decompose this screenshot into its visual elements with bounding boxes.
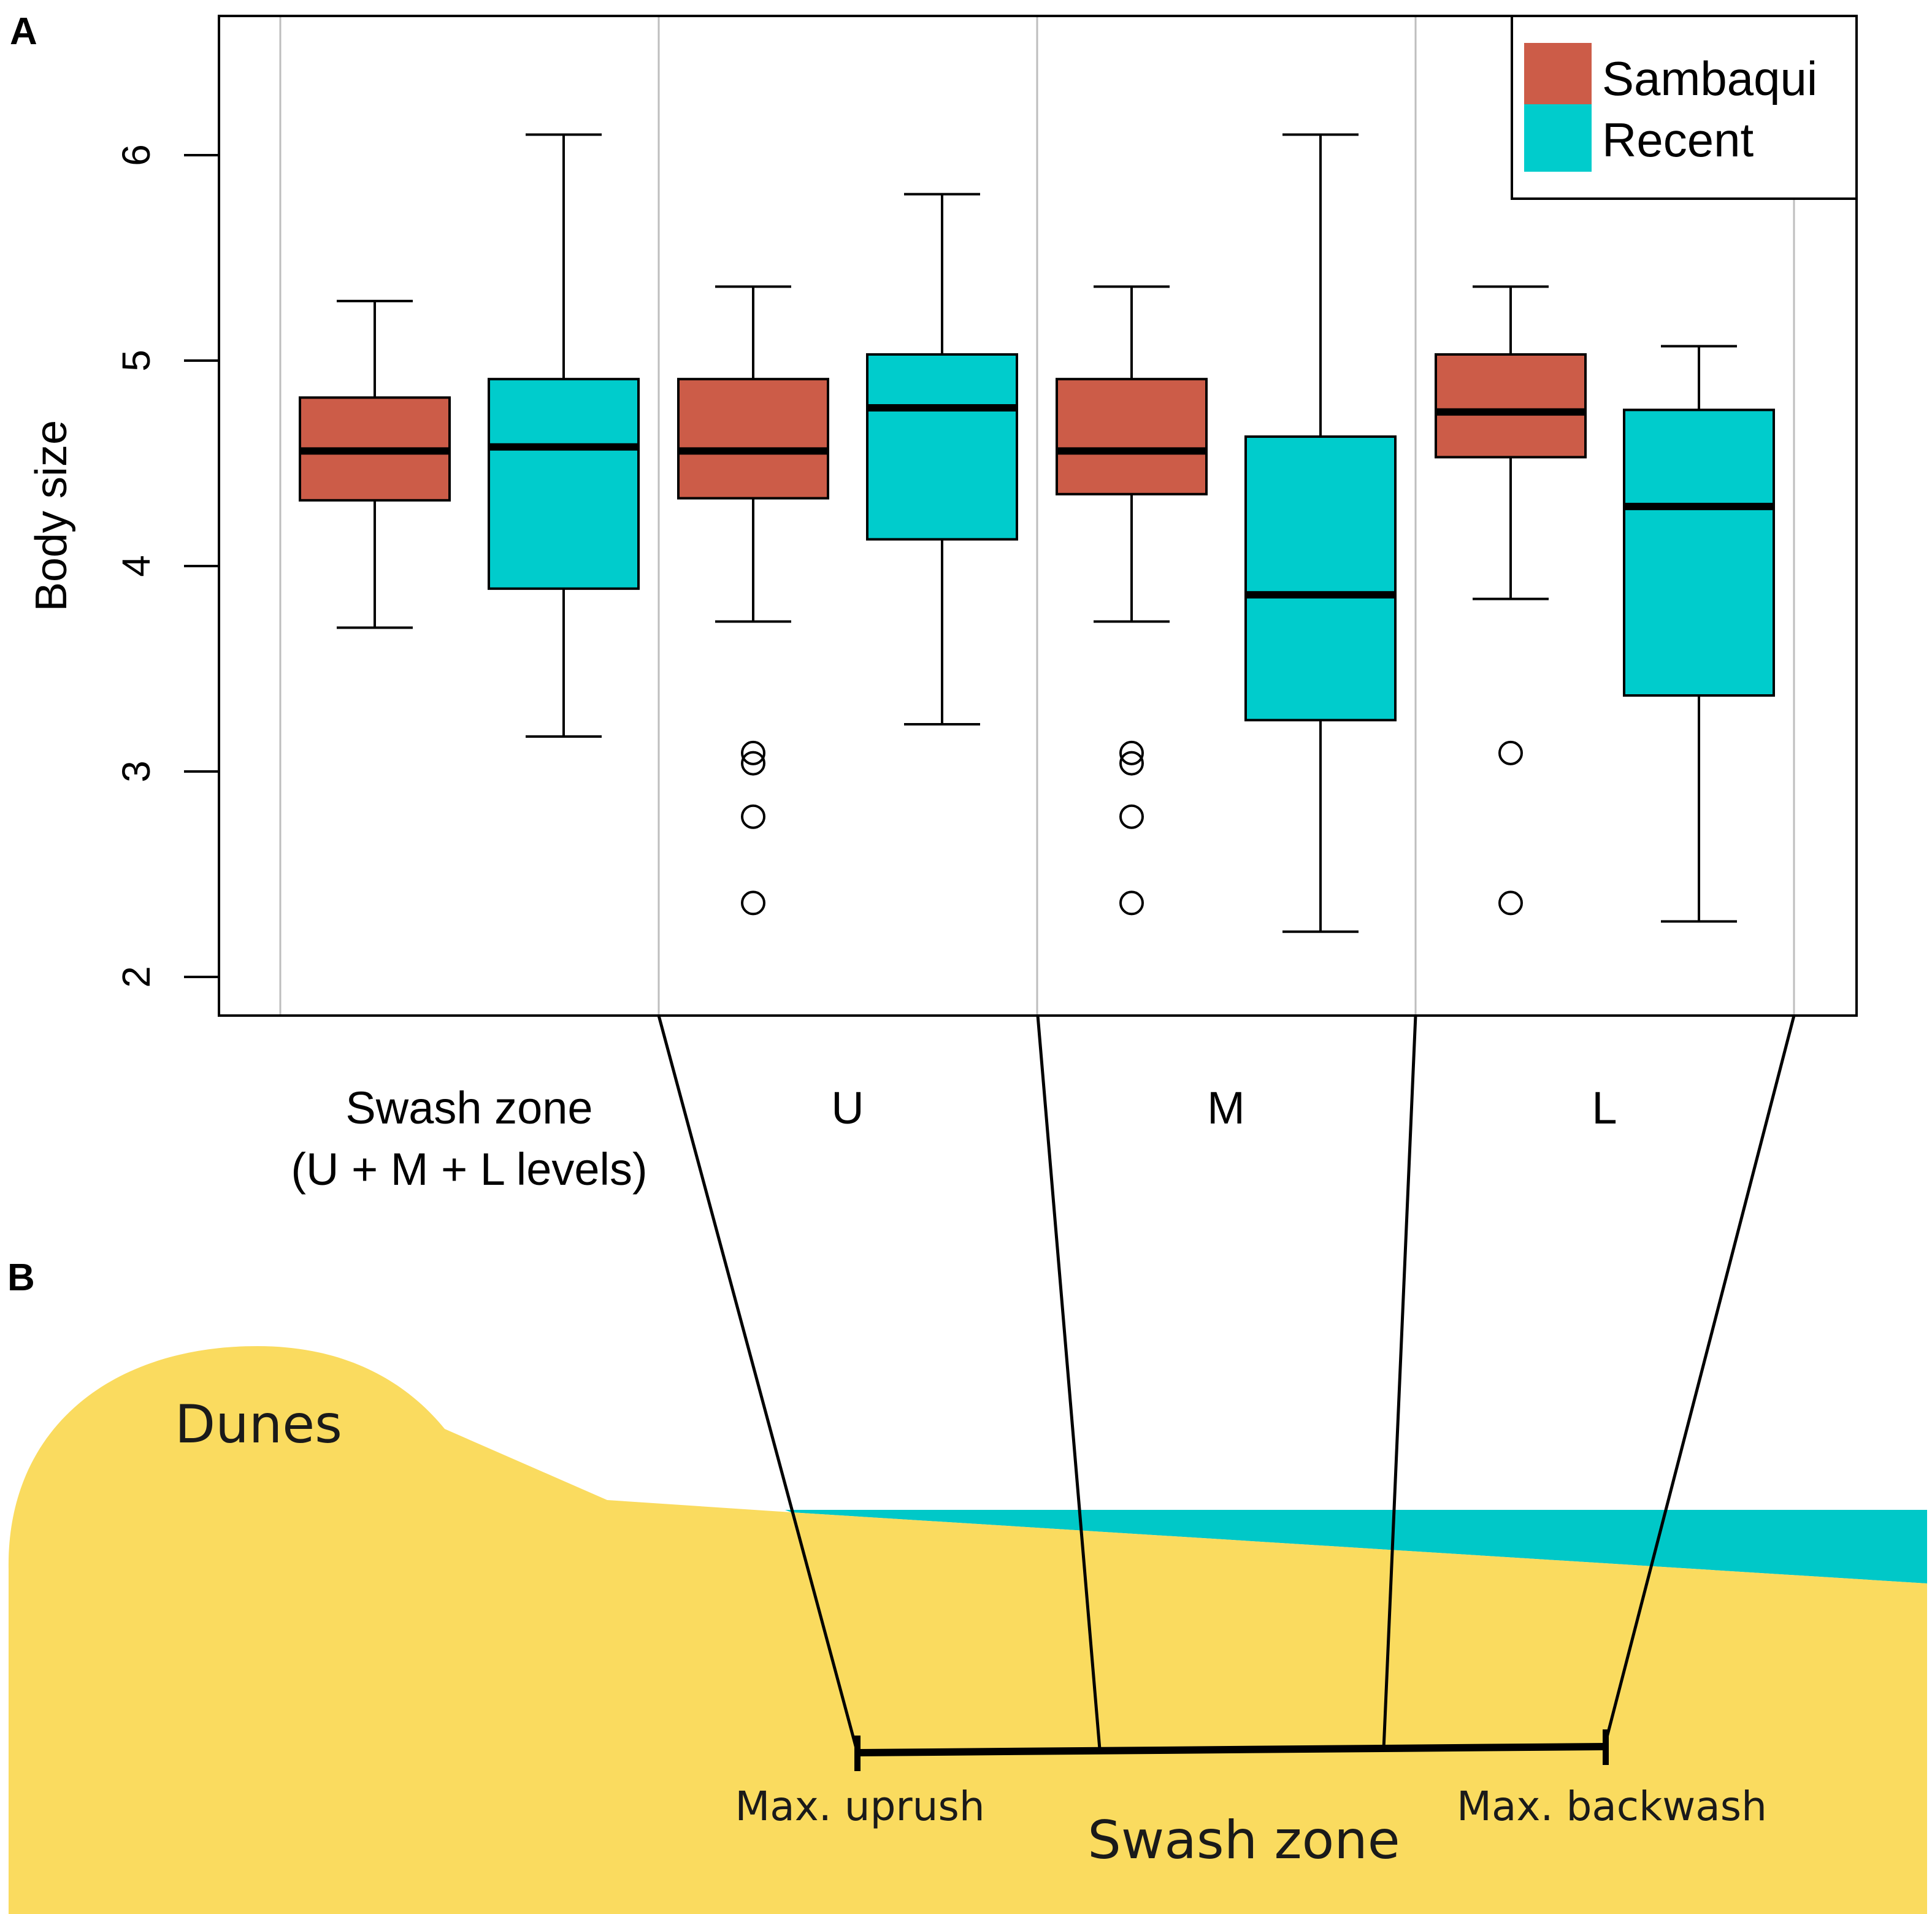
box-recent <box>1244 133 1397 933</box>
outlier-point <box>741 890 765 916</box>
box-sambaqui <box>299 299 451 629</box>
iqr-box <box>1435 353 1587 459</box>
box-sambaqui <box>1056 285 1208 916</box>
legend-swatch-recent <box>1524 104 1592 172</box>
legend: Sambaqui Recent <box>1511 15 1858 200</box>
outlier-point <box>1119 890 1144 916</box>
box-recent <box>488 133 640 738</box>
box-sambaqui <box>677 285 829 916</box>
connector-line-u-m <box>1036 1015 1102 1750</box>
boxplot-chart: 2 3 4 5 6 Body size Swash zone (U + M + L lev… <box>27 15 1858 1195</box>
panel-label-a: A <box>10 10 37 53</box>
max-uprush-label: Max. uprush <box>735 1783 984 1830</box>
outlier-point <box>741 751 765 776</box>
legend-label-sambaqui: Sambaqui <box>1602 52 1817 105</box>
swash-zone-label: Swash zone <box>1087 1810 1400 1871</box>
y-axis-title: Body size <box>27 420 76 611</box>
iqr-box <box>1244 435 1397 722</box>
outlier-point <box>1119 740 1144 765</box>
connector-lines <box>657 1015 1796 1753</box>
iqr-box <box>866 353 1018 541</box>
legend-swatch-sambaqui <box>1524 43 1592 104</box>
outlier-point <box>1119 804 1144 829</box>
iqr-box <box>488 378 640 590</box>
group-label: L <box>1592 1082 1617 1133</box>
group-sublabel: (U + M + L levels) <box>291 1144 647 1195</box>
outlier-point <box>1119 751 1144 776</box>
dunes-label: Dunes <box>175 1394 342 1455</box>
iqr-box <box>1056 378 1208 496</box>
max-backwash-label: Max. backwash <box>1457 1783 1767 1830</box>
iqr-box <box>677 378 829 500</box>
y-tick-label: 2 <box>114 966 158 988</box>
connector-line-uprush <box>657 1015 859 1753</box>
group-label: U <box>831 1082 864 1133</box>
sand-dunes <box>8 1346 1927 1914</box>
group-label: M <box>1207 1082 1245 1133</box>
connector-line-m-l <box>1382 1015 1417 1750</box>
y-tick-label: 4 <box>114 555 158 577</box>
swash-zone-scale <box>854 1729 1609 1771</box>
iqr-box <box>1623 408 1775 697</box>
outlier-point <box>1498 740 1523 765</box>
y-tick-label: 3 <box>114 760 158 783</box>
y-tick-label: 6 <box>114 144 158 166</box>
outlier-point <box>741 740 765 765</box>
y-axis: 2 3 4 5 6 <box>114 144 219 988</box>
water-area <box>785 1510 1927 1583</box>
swash-zone-bar <box>857 1743 1606 1756</box>
y-tick-label: 5 <box>114 350 158 372</box>
box-recent <box>866 193 1018 725</box>
group-labels: Swash zone (U + M + L levels) U M L <box>291 1082 1617 1195</box>
outlier-point <box>1498 890 1523 916</box>
legend-label-recent: Recent <box>1602 113 1754 167</box>
connector-line-backwash <box>1603 1015 1796 1747</box>
box-recent <box>1623 345 1775 923</box>
outlier-point <box>741 804 765 829</box>
beach-diagram: Dunes <box>8 1346 1927 1914</box>
box-sambaqui <box>1435 285 1587 916</box>
panel-label-b: B <box>7 1257 35 1299</box>
group-label: Swash zone <box>345 1082 592 1133</box>
boxes <box>299 133 1775 933</box>
